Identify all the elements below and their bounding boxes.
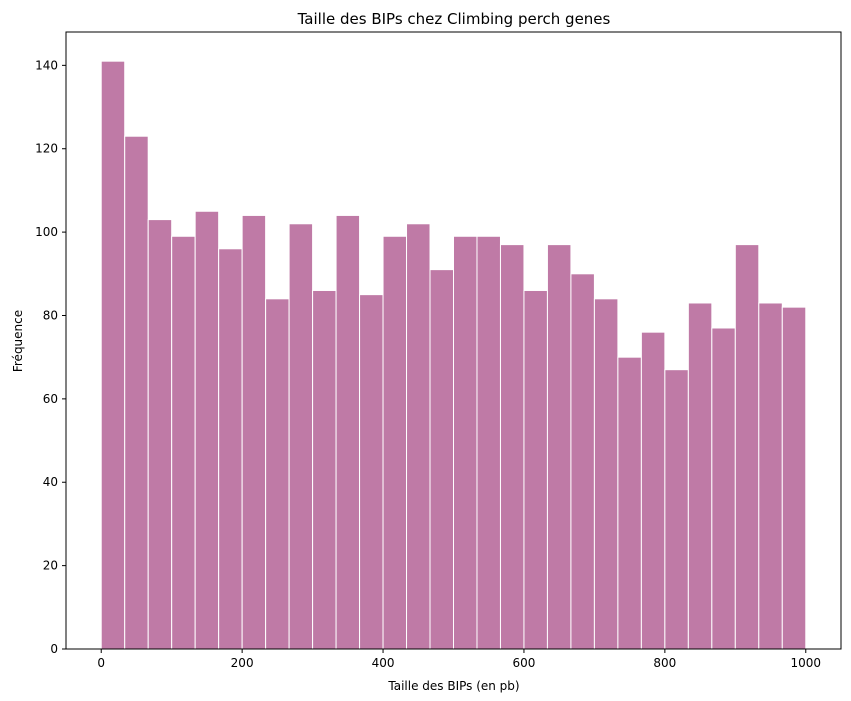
histogram-bar [312, 289, 337, 650]
histogram-bar [453, 235, 478, 650]
histogram-bar [147, 219, 173, 650]
x-tick-label: 200 [231, 656, 254, 670]
y-tick-label: 120 [35, 142, 58, 156]
histogram-bar [687, 302, 713, 650]
histogram-bar [429, 269, 454, 650]
histogram-bar [218, 248, 243, 650]
histogram-bar [711, 327, 736, 650]
y-tick-label: 80 [43, 308, 58, 322]
histogram-bar [100, 60, 126, 650]
histogram-bar [781, 306, 807, 650]
y-tick-label: 60 [43, 392, 58, 406]
histogram-bar [734, 244, 760, 650]
histogram-bar [288, 223, 314, 650]
y-tick-label: 100 [35, 225, 58, 239]
histogram-bar [499, 244, 525, 650]
y-axis: 0 20 40 60 80 100 120 140 [35, 58, 66, 656]
histogram-bar [758, 302, 783, 650]
x-tick-label: 800 [653, 656, 676, 670]
y-tick-label: 0 [50, 642, 58, 656]
x-tick-label: 1000 [790, 656, 821, 670]
x-tick-label: 400 [372, 656, 395, 670]
histogram-bar [570, 273, 595, 650]
histogram-bar [171, 235, 196, 650]
x-tick-label: 0 [97, 656, 105, 670]
histogram-bar [382, 235, 408, 650]
histogram-bar [194, 210, 220, 650]
histogram-bar [664, 369, 689, 650]
x-tick-label: 600 [513, 656, 536, 670]
y-tick-label: 140 [35, 58, 58, 72]
histogram-bar [617, 356, 642, 650]
histogram-bar [265, 298, 290, 650]
histogram-bar [124, 135, 149, 650]
histogram-bar [593, 298, 619, 650]
histogram-bar [241, 214, 267, 650]
plot-frame [65, 31, 842, 650]
y-tick-label: 20 [43, 559, 58, 573]
histogram-bar [335, 214, 361, 650]
histogram-bar [523, 289, 548, 650]
x-axis: 0 200 400 600 800 1000 [97, 649, 821, 670]
chart-title: Taille des BIPs chez Climbing perch gene… [297, 10, 611, 28]
x-axis-title: Taille des BIPs (en pb) [387, 679, 519, 693]
bars-group [100, 60, 807, 650]
histogram-bar [546, 244, 572, 650]
histogram-bar [476, 235, 501, 650]
histogram-bar [359, 294, 384, 650]
histogram-bar [640, 331, 666, 650]
histogram-bar [406, 223, 431, 650]
y-axis-title: Fréquence [11, 310, 25, 372]
y-tick-label: 40 [43, 475, 58, 489]
